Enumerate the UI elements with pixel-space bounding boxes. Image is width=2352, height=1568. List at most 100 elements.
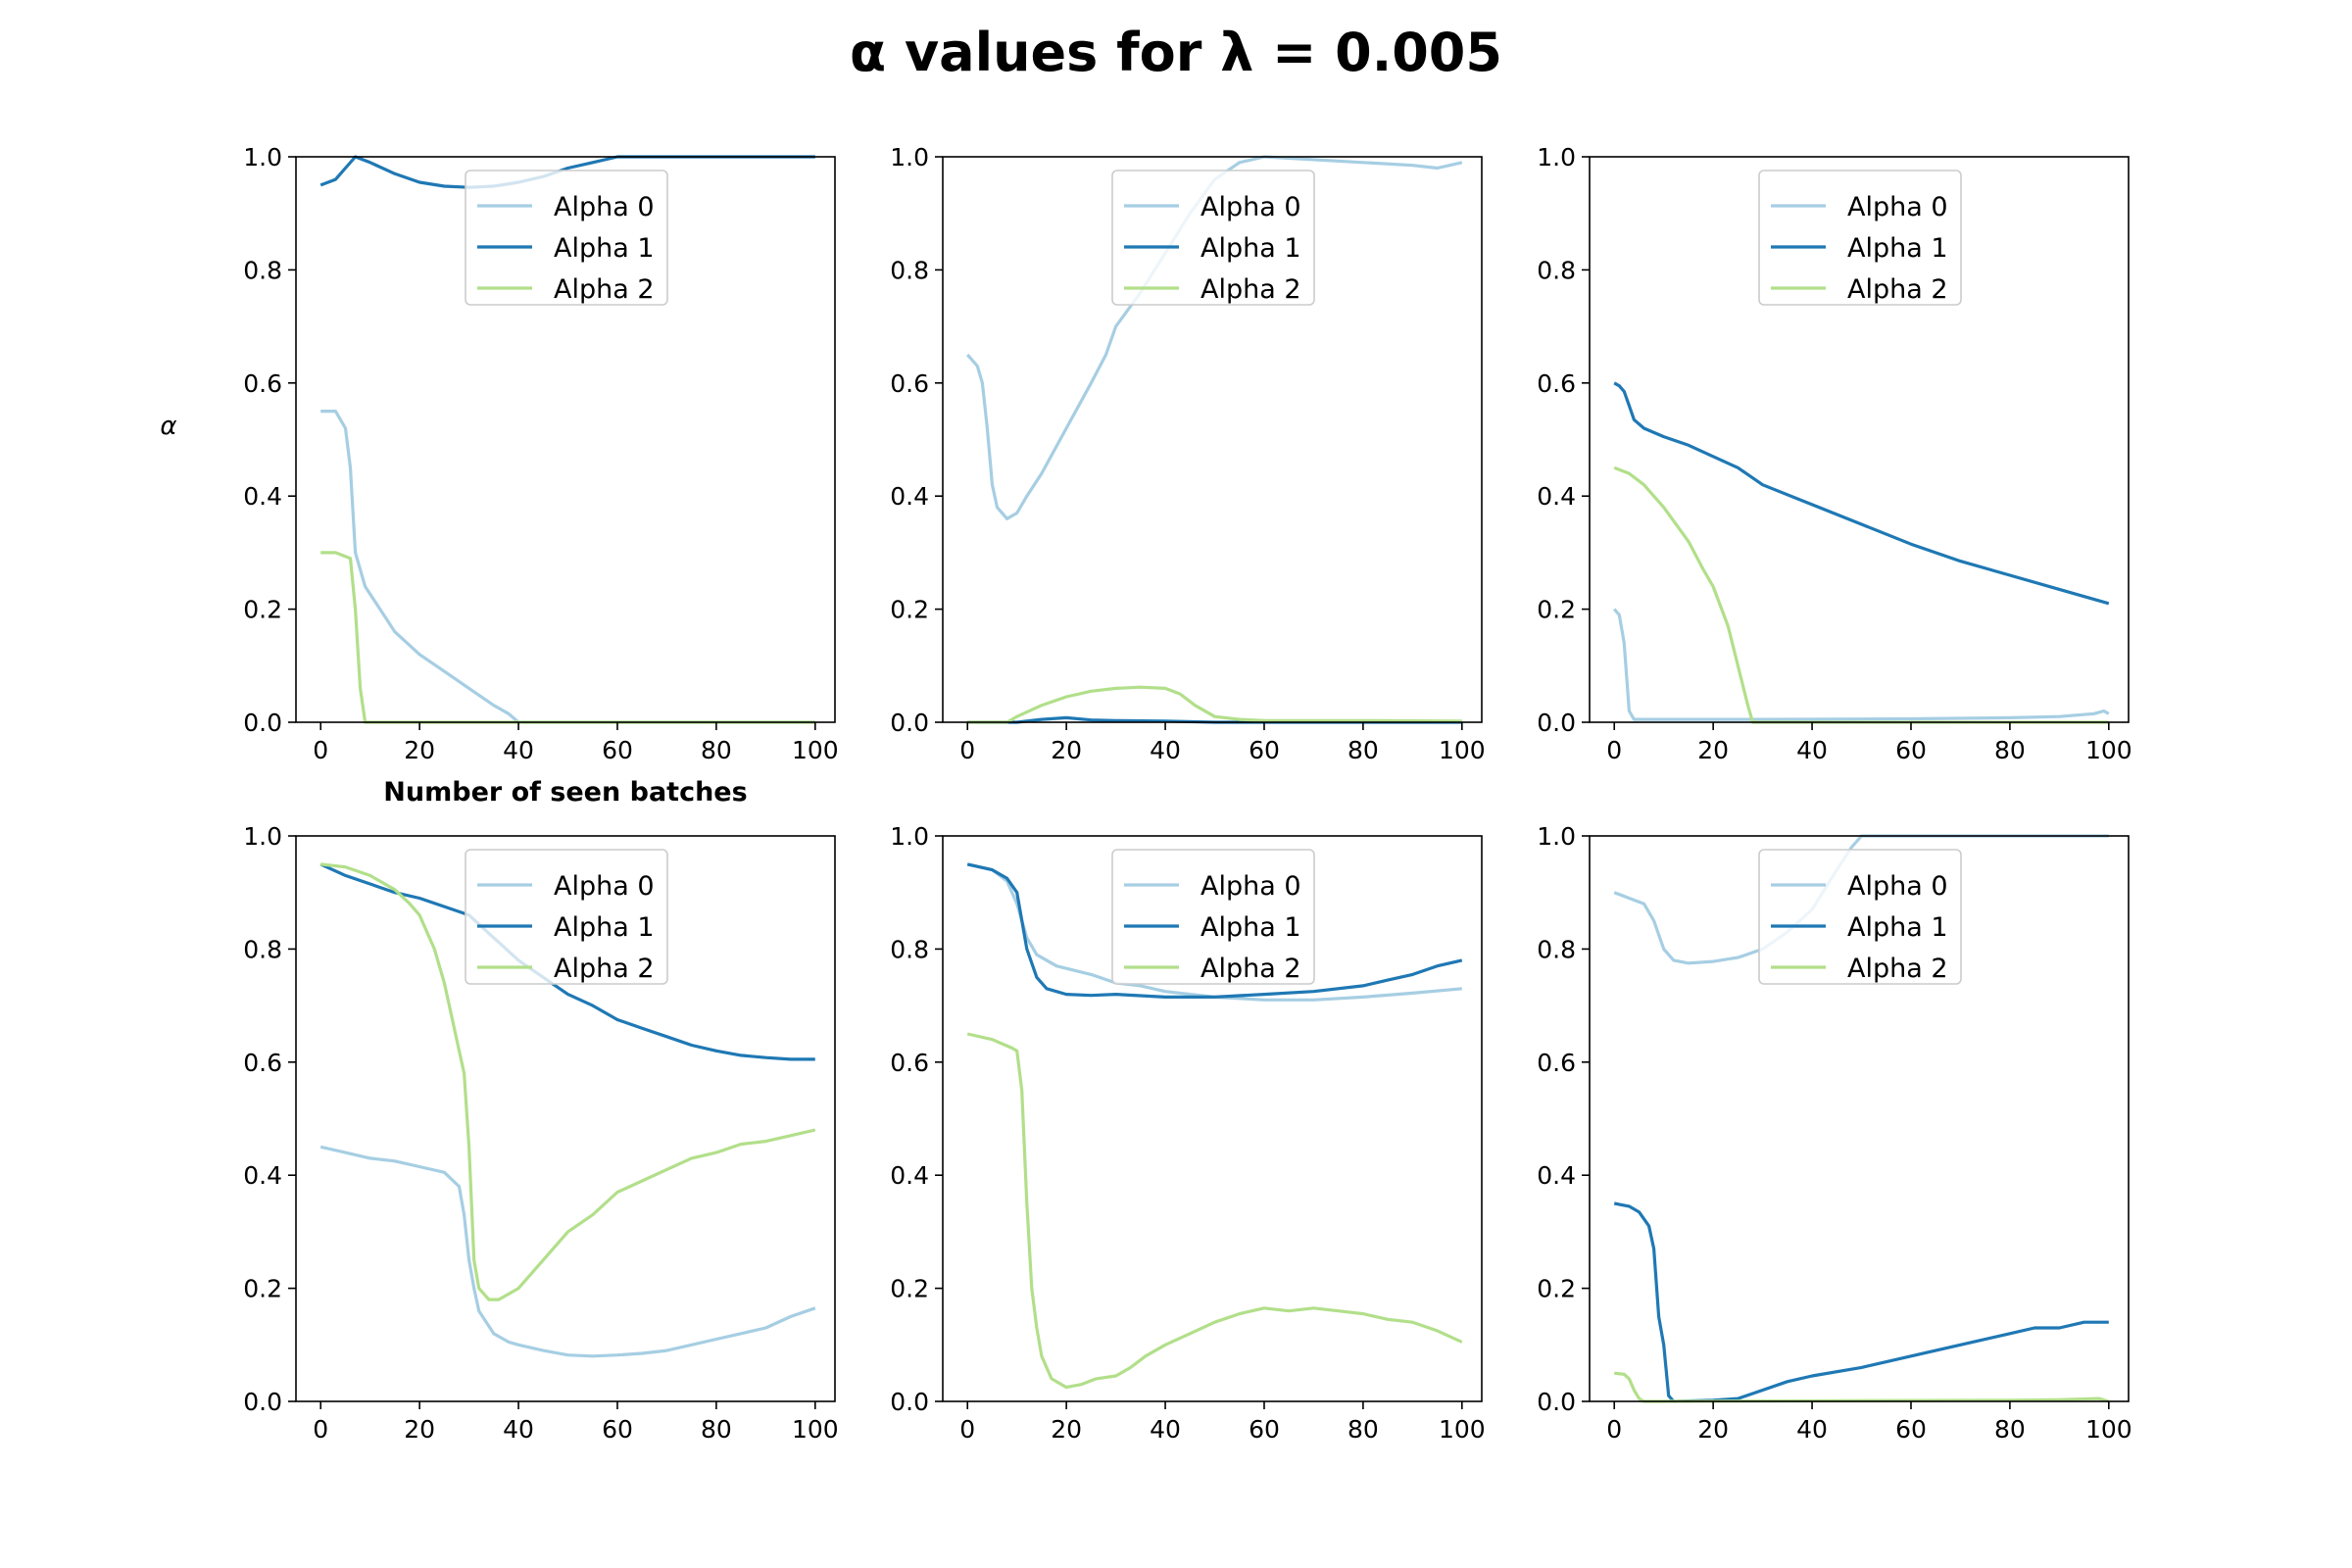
- legend-label-alpha-0: Alpha 0: [554, 192, 655, 222]
- y-tick-label: 1.0: [1537, 822, 1576, 851]
- axes-frame: [1589, 156, 2130, 723]
- x-tick-label: 40: [1150, 736, 1181, 764]
- y-tick-label: 0.8: [1537, 256, 1576, 284]
- x-tick-label: 20: [404, 1415, 435, 1444]
- y-tick-label: 0.6: [890, 1049, 929, 1077]
- legend-label-alpha-2: Alpha 2: [554, 274, 655, 305]
- y-tick-label: 0.4: [243, 482, 282, 511]
- y-tick-label: 1.0: [243, 822, 282, 851]
- series-line-alpha-2: [967, 685, 1462, 724]
- x-axis-label: Number of seen batches: [383, 777, 747, 808]
- x-tick-label: 100: [1439, 736, 1486, 764]
- y-tick-label: 0.4: [1537, 482, 1576, 511]
- series-line-alpha-0: [1612, 608, 2110, 721]
- x-tick-label: 80: [1994, 736, 2026, 764]
- x-tick-label: 100: [2085, 736, 2132, 764]
- x-tick-label: 60: [602, 1415, 633, 1444]
- subplot-grid: 0 20 40 60 80 100 0.0 0.2 0.4 0.6 0.8 1.0 Number of …: [160, 143, 2132, 1444]
- x-tick-label: 80: [1994, 1415, 2026, 1444]
- x-tick-label: 100: [792, 1415, 839, 1444]
- x-tick-label: 0: [959, 1415, 975, 1444]
- legend: Alpha 0 Alpha 1 Alpha 2: [465, 170, 668, 306]
- y-tick-label: 0.2: [890, 1275, 929, 1303]
- y-tick-label: 0.8: [890, 935, 929, 963]
- legend-label-alpha-2: Alpha 2: [1200, 274, 1301, 305]
- legend-box: [1111, 170, 1315, 306]
- legend-label-alpha-1: Alpha 1: [1200, 233, 1301, 264]
- legend-box: [465, 170, 668, 306]
- y-tick-label: 0.0: [890, 709, 929, 737]
- x-tick-label: 80: [1348, 1415, 1379, 1444]
- series-line-alpha-1: [1613, 381, 2110, 606]
- x-tick-label: 40: [503, 1415, 534, 1444]
- legend-label-alpha-0: Alpha 0: [1847, 192, 1948, 222]
- y-tick-label: 0.0: [243, 1388, 282, 1416]
- x-tick-label: 20: [1697, 1415, 1729, 1444]
- y-tick-label: 0.8: [243, 256, 282, 284]
- y-tick-label: 0.2: [243, 1275, 282, 1303]
- y-tick-label: 0.2: [1537, 596, 1576, 624]
- axes-frame: [1589, 835, 2130, 1402]
- axes-frame: [942, 835, 1483, 1402]
- series-line-alpha-1: [966, 862, 1463, 999]
- series-line-alpha-1: [319, 155, 815, 189]
- series-line-alpha-2: [966, 1032, 1463, 1390]
- x-tick-label: 0: [1606, 736, 1622, 764]
- y-tick-label: 0.4: [1537, 1161, 1576, 1190]
- legend-label-alpha-1: Alpha 1: [1200, 912, 1301, 943]
- axes-frame: [295, 835, 836, 1402]
- y-tick-label: 0.0: [1537, 709, 1576, 737]
- y-tick-label: 0.0: [243, 709, 282, 737]
- legend-label-alpha-0: Alpha 0: [554, 871, 655, 902]
- legend-label-alpha-1: Alpha 1: [554, 912, 655, 943]
- y-tick-label: 0.6: [890, 369, 929, 398]
- x-tick-label: 60: [1895, 736, 1927, 764]
- y-tick-label: 0.2: [1537, 1275, 1576, 1303]
- y-tick-label: 0.8: [890, 256, 929, 284]
- legend: Alpha 0 Alpha 1 Alpha 2: [1111, 170, 1315, 306]
- x-tick-label: 100: [792, 736, 839, 764]
- y-tick-label: 0.4: [890, 1161, 929, 1190]
- legend-label-alpha-1: Alpha 1: [554, 233, 655, 264]
- x-tick-label: 0: [313, 1415, 328, 1444]
- legend-label-alpha-0: Alpha 0: [1200, 192, 1301, 222]
- y-tick-label: 0.6: [1537, 369, 1576, 398]
- x-tick-label: 0: [1606, 1415, 1622, 1444]
- legend-label-alpha-2: Alpha 2: [554, 954, 655, 984]
- y-tick-label: 0.8: [1537, 935, 1576, 963]
- x-tick-label: 100: [1439, 1415, 1486, 1444]
- legend-label-alpha-1: Alpha 1: [1847, 912, 1948, 943]
- series-line-alpha-2: [320, 862, 816, 1301]
- legend: Alpha 0 Alpha 1 Alpha 2: [465, 849, 668, 985]
- x-tick-label: 0: [313, 736, 328, 764]
- y-tick-label: 0.6: [243, 1049, 282, 1077]
- series-line-alpha-1: [1613, 1201, 2109, 1403]
- x-tick-label: 40: [503, 736, 534, 764]
- y-tick-label: 0.4: [243, 1161, 282, 1190]
- legend: Alpha 0 Alpha 1 Alpha 2: [1111, 849, 1315, 985]
- legend-box: [1758, 170, 1962, 306]
- x-tick-label: 20: [1051, 1415, 1082, 1444]
- legend: Alpha 0 Alpha 1 Alpha 2: [1758, 849, 1962, 985]
- legend-box: [1111, 849, 1315, 985]
- y-tick-label: 1.0: [1537, 143, 1576, 172]
- y-tick-label: 1.0: [890, 822, 929, 851]
- x-tick-label: 0: [959, 736, 975, 764]
- subplot-1: 0 20 40 60 80 100 0.0 0.2 0.4 0.6 0.8 1.0 Number of …: [160, 143, 838, 808]
- legend-box: [465, 849, 668, 985]
- x-tick-label: 40: [1796, 736, 1828, 764]
- series-line-alpha-0: [320, 410, 815, 724]
- legend-label-alpha-2: Alpha 2: [1200, 954, 1301, 984]
- y-tick-label: 0.6: [1537, 1049, 1576, 1077]
- axes-frame: [295, 156, 836, 723]
- y-tick-label: 0.6: [243, 369, 282, 398]
- y-tick-label: 0.0: [1537, 1388, 1576, 1416]
- x-tick-label: 60: [602, 736, 633, 764]
- series-line-alpha-2: [1614, 1371, 2110, 1403]
- y-tick-label: 0.2: [890, 596, 929, 624]
